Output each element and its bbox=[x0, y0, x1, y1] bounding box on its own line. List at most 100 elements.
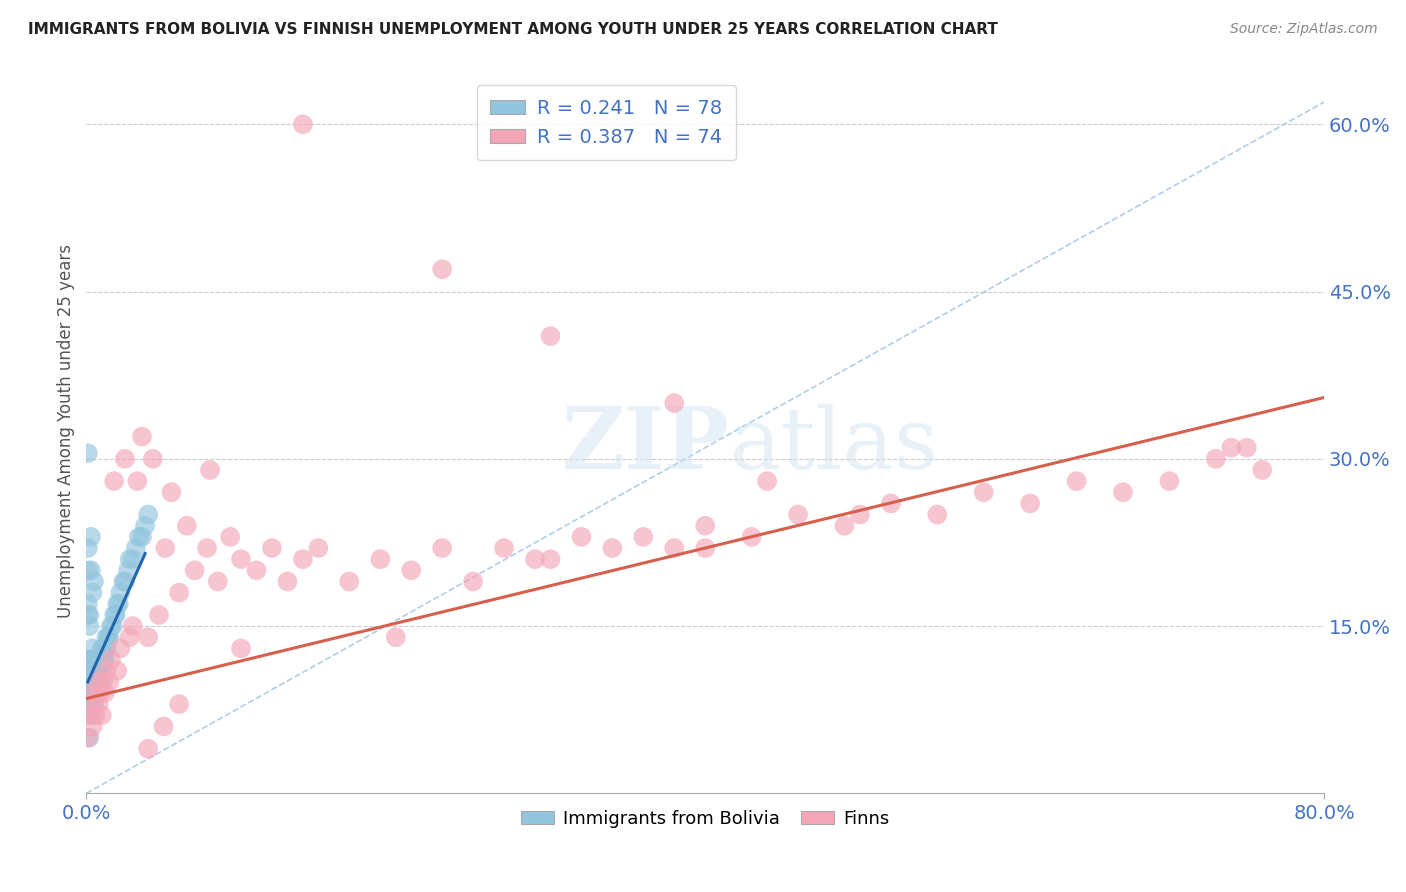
Point bbox=[97, 630, 120, 644]
Point bbox=[927, 508, 949, 522]
Point bbox=[540, 329, 562, 343]
Point bbox=[80, 708, 103, 723]
Point bbox=[756, 474, 779, 488]
Point bbox=[142, 451, 165, 466]
Point bbox=[86, 686, 108, 700]
Point bbox=[152, 719, 174, 733]
Point bbox=[82, 585, 104, 599]
Point bbox=[337, 574, 360, 589]
Point bbox=[80, 664, 103, 678]
Point bbox=[79, 674, 101, 689]
Point bbox=[96, 664, 118, 678]
Point bbox=[76, 664, 98, 678]
Point bbox=[90, 641, 112, 656]
Point bbox=[101, 619, 124, 633]
Point bbox=[136, 741, 159, 756]
Point bbox=[633, 530, 655, 544]
Point bbox=[87, 652, 110, 666]
Text: IMMIGRANTS FROM BOLIVIA VS FINNISH UNEMPLOYMENT AMONG YOUTH UNDER 25 YEARS CORRE: IMMIGRANTS FROM BOLIVIA VS FINNISH UNEMP… bbox=[28, 22, 998, 37]
Text: atlas: atlas bbox=[730, 404, 939, 487]
Point bbox=[131, 429, 153, 443]
Point bbox=[136, 630, 159, 644]
Point bbox=[80, 697, 103, 711]
Point bbox=[787, 508, 810, 522]
Point bbox=[96, 630, 118, 644]
Point bbox=[76, 563, 98, 577]
Point bbox=[1112, 485, 1135, 500]
Point bbox=[94, 686, 117, 700]
Point bbox=[107, 597, 129, 611]
Point bbox=[79, 697, 101, 711]
Point bbox=[167, 585, 190, 599]
Legend: Immigrants from Bolivia, Finns: Immigrants from Bolivia, Finns bbox=[515, 803, 897, 835]
Point bbox=[103, 607, 125, 622]
Point bbox=[121, 619, 143, 633]
Point bbox=[90, 708, 112, 723]
Point bbox=[82, 664, 104, 678]
Point bbox=[127, 474, 149, 488]
Point bbox=[89, 686, 111, 700]
Point bbox=[84, 652, 107, 666]
Point bbox=[1066, 474, 1088, 488]
Point bbox=[84, 708, 107, 723]
Point bbox=[89, 664, 111, 678]
Point bbox=[880, 496, 903, 510]
Point bbox=[76, 731, 98, 745]
Point bbox=[83, 697, 105, 711]
Point bbox=[79, 664, 101, 678]
Point bbox=[80, 697, 103, 711]
Point bbox=[494, 541, 516, 555]
Point bbox=[695, 518, 717, 533]
Point bbox=[117, 563, 139, 577]
Point bbox=[91, 652, 114, 666]
Point bbox=[83, 674, 105, 689]
Point bbox=[84, 686, 107, 700]
Point bbox=[245, 563, 267, 577]
Point bbox=[664, 541, 686, 555]
Point bbox=[229, 552, 252, 566]
Point bbox=[276, 574, 298, 589]
Text: Source: ZipAtlas.com: Source: ZipAtlas.com bbox=[1230, 22, 1378, 37]
Point bbox=[260, 541, 283, 555]
Point bbox=[1236, 441, 1258, 455]
Point bbox=[80, 674, 103, 689]
Point bbox=[94, 641, 117, 656]
Point bbox=[849, 508, 872, 522]
Point bbox=[118, 630, 141, 644]
Point bbox=[87, 674, 110, 689]
Point bbox=[602, 541, 624, 555]
Point bbox=[176, 518, 198, 533]
Point bbox=[82, 674, 104, 689]
Point bbox=[834, 518, 856, 533]
Point bbox=[160, 485, 183, 500]
Point bbox=[195, 541, 218, 555]
Point bbox=[430, 541, 453, 555]
Point bbox=[82, 686, 104, 700]
Point bbox=[384, 630, 406, 644]
Point bbox=[82, 697, 104, 711]
Point bbox=[90, 664, 112, 678]
Point bbox=[368, 552, 391, 566]
Point bbox=[86, 674, 108, 689]
Point bbox=[153, 541, 176, 555]
Point bbox=[86, 674, 108, 689]
Point bbox=[167, 697, 190, 711]
Point bbox=[79, 708, 101, 723]
Point bbox=[76, 607, 98, 622]
Point bbox=[87, 697, 110, 711]
Point bbox=[128, 530, 150, 544]
Y-axis label: Unemployment Among Youth under 25 years: Unemployment Among Youth under 25 years bbox=[58, 244, 75, 618]
Point bbox=[84, 674, 107, 689]
Point bbox=[96, 641, 118, 656]
Point bbox=[98, 630, 121, 644]
Point bbox=[571, 530, 593, 544]
Point bbox=[90, 652, 112, 666]
Point bbox=[76, 597, 98, 611]
Point bbox=[207, 574, 229, 589]
Point bbox=[94, 652, 117, 666]
Point bbox=[82, 641, 104, 656]
Point bbox=[198, 463, 221, 477]
Point bbox=[664, 396, 686, 410]
Point bbox=[80, 652, 103, 666]
Point bbox=[76, 652, 98, 666]
